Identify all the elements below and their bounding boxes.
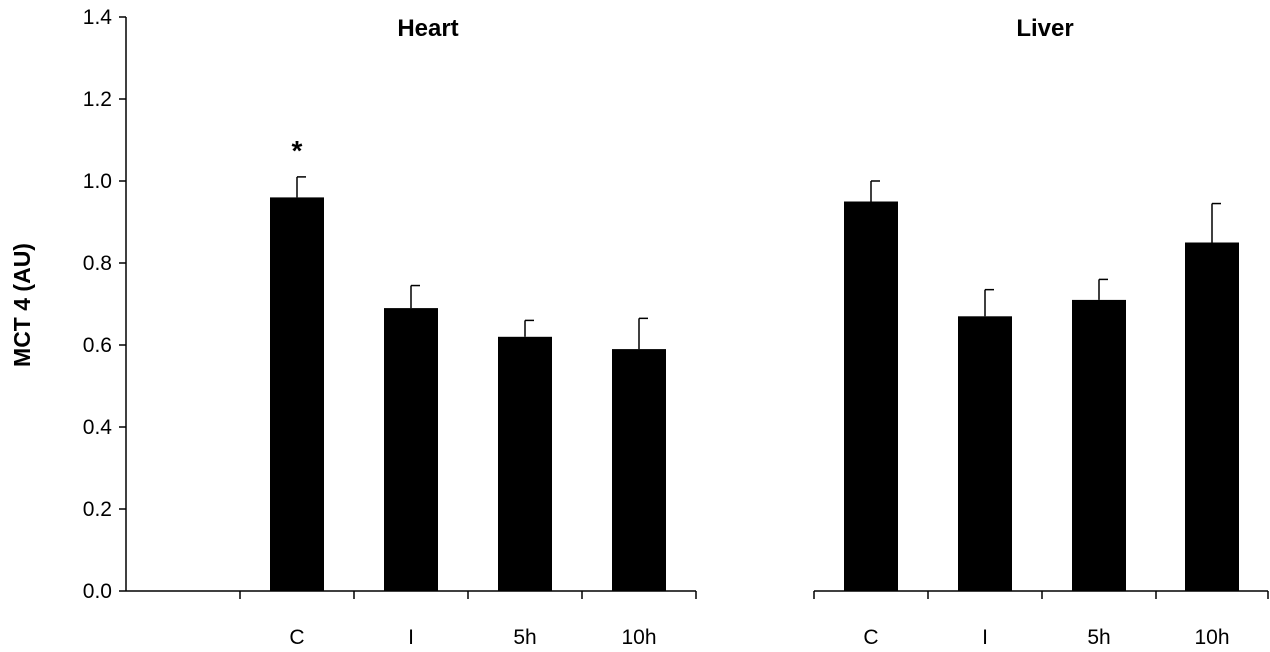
- bar: [958, 316, 1012, 591]
- y-tick-label: 0.0: [83, 580, 112, 603]
- y-tick-label: 0.6: [83, 334, 112, 357]
- panel-title: Heart: [397, 15, 458, 42]
- x-tick-label: 5h: [513, 626, 536, 649]
- bar: [1185, 242, 1239, 591]
- x-tick-label: C: [863, 626, 878, 649]
- bar: [384, 308, 438, 591]
- bar: [844, 201, 898, 591]
- y-tick-label: 0.2: [83, 498, 112, 521]
- bar: [612, 349, 666, 591]
- y-tick-label: 1.2: [83, 88, 112, 111]
- x-tick-label: 10h: [621, 626, 656, 649]
- x-tick-label: 5h: [1087, 626, 1110, 649]
- y-tick-label: 1.0: [83, 170, 112, 193]
- y-tick-label: 1.4: [83, 6, 113, 29]
- y-tick-label: 0.4: [83, 416, 113, 439]
- bar: [270, 197, 324, 591]
- bar: [498, 336, 552, 591]
- significance-marker: *: [292, 135, 303, 166]
- bar: [1072, 299, 1126, 591]
- panel-liver: Liver C I 5h 10h: [813, 15, 1269, 649]
- x-tick-label: I: [408, 626, 414, 649]
- y-tick-label: 0.8: [83, 252, 112, 275]
- y-axis-label: MCT 4 (AU): [9, 243, 35, 367]
- x-tick-label: 10h: [1194, 626, 1229, 649]
- x-tick-label: I: [982, 626, 988, 649]
- panel-title: Liver: [1016, 15, 1073, 42]
- panel-heart: Heart C * I 5h 10h: [126, 15, 697, 649]
- x-tick-label: C: [289, 626, 304, 649]
